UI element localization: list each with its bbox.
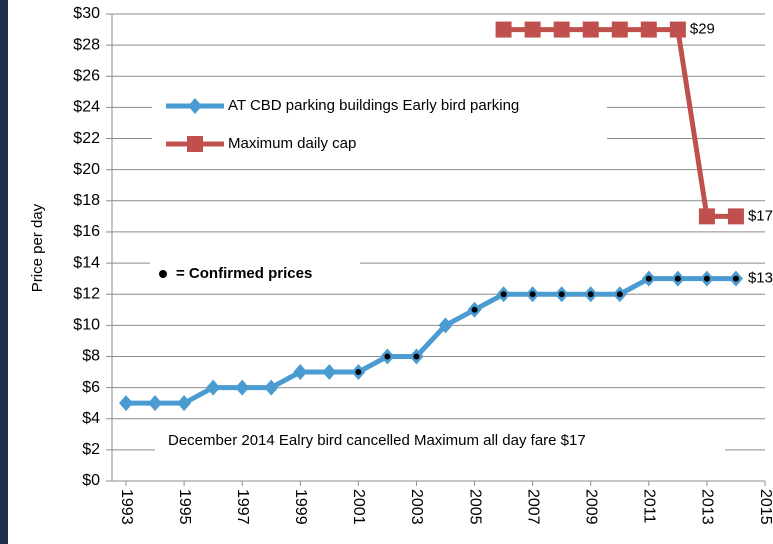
confirmed-dot (587, 291, 594, 298)
confirmed-dot (355, 369, 362, 376)
legend-label: AT CBD parking buildings Early bird park… (228, 97, 519, 114)
data-point (206, 379, 221, 396)
x-tick-label: 2005 (466, 489, 483, 525)
confirmed-dot (558, 291, 565, 298)
y-tick-label: $10 (73, 317, 100, 334)
data-point (727, 208, 744, 225)
y-tick-label: $20 (73, 161, 100, 178)
y-tick-label: $6 (82, 379, 100, 396)
confirmed-dot (674, 275, 681, 282)
y-tick-label: $16 (73, 223, 100, 240)
x-tick-label: 2001 (350, 489, 367, 525)
x-tick-label: 2009 (582, 489, 599, 525)
data-point (177, 395, 192, 412)
data-point (293, 364, 308, 381)
data-label: $17 (748, 207, 773, 224)
legend-box (152, 90, 607, 160)
x-tick-label: 2003 (408, 489, 425, 525)
annotation-box (150, 262, 360, 286)
y-tick-label: $28 (73, 36, 100, 53)
series-line (126, 276, 736, 406)
data-point (148, 395, 163, 412)
annotation: = Confirmed prices (176, 265, 312, 282)
confirmed-dot (500, 291, 507, 298)
data-point (640, 21, 657, 38)
data-point (235, 379, 250, 396)
confirmed-dot (703, 275, 710, 282)
y-tick-label: $30 (73, 5, 100, 22)
data-point (582, 21, 599, 38)
y-axis-label: Price per day (29, 203, 46, 292)
data-point (322, 364, 337, 381)
x-tick-label: 1999 (292, 489, 309, 525)
legend-marker (187, 136, 203, 152)
x-tick-label: 2007 (524, 489, 541, 525)
data-point (119, 395, 133, 412)
legend-label: Maximum daily cap (228, 135, 356, 152)
data-point (698, 208, 715, 225)
data-point (669, 21, 686, 38)
confirmed-dot (529, 291, 536, 298)
y-tick-label: $22 (73, 130, 100, 147)
y-tick-label: $2 (82, 441, 100, 458)
data-label: $29 (690, 21, 715, 38)
x-tick-label: 2013 (699, 489, 716, 525)
confirmed-dot (471, 306, 478, 313)
annotation: December 2014 Ealry bird cancelled Maxim… (168, 432, 586, 449)
data-label: $13 (748, 270, 773, 287)
confirmed-dot (645, 275, 652, 282)
data-point (495, 21, 512, 38)
legend-marker (188, 98, 202, 114)
confirmed-dot (384, 353, 391, 360)
x-tick-label: 1997 (234, 489, 251, 525)
y-tick-label: $14 (73, 254, 100, 271)
x-tick-label: 2015 (757, 489, 773, 525)
left-edge (0, 0, 8, 544)
data-point (438, 317, 453, 334)
confirmed-dot (732, 275, 739, 282)
x-tick-label: 1993 (118, 489, 135, 525)
confirmed-dot (616, 291, 623, 298)
y-tick-label: $12 (73, 285, 100, 302)
data-point (611, 21, 628, 38)
y-tick-label: $24 (73, 99, 100, 116)
confirmed-dot (413, 353, 420, 360)
y-tick-label: $18 (73, 192, 100, 209)
data-point (264, 379, 279, 396)
y-tick-label: $0 (82, 472, 100, 489)
data-point (553, 21, 570, 38)
y-tick-label: $4 (82, 410, 100, 427)
y-tick-label: $8 (82, 348, 100, 365)
y-tick-label: $26 (73, 67, 100, 84)
data-point (524, 21, 541, 38)
x-tick-label: 1995 (176, 489, 193, 525)
annotation-box (155, 428, 725, 454)
confirmed-legend-dot (159, 270, 167, 278)
x-tick-label: 2011 (641, 489, 658, 524)
